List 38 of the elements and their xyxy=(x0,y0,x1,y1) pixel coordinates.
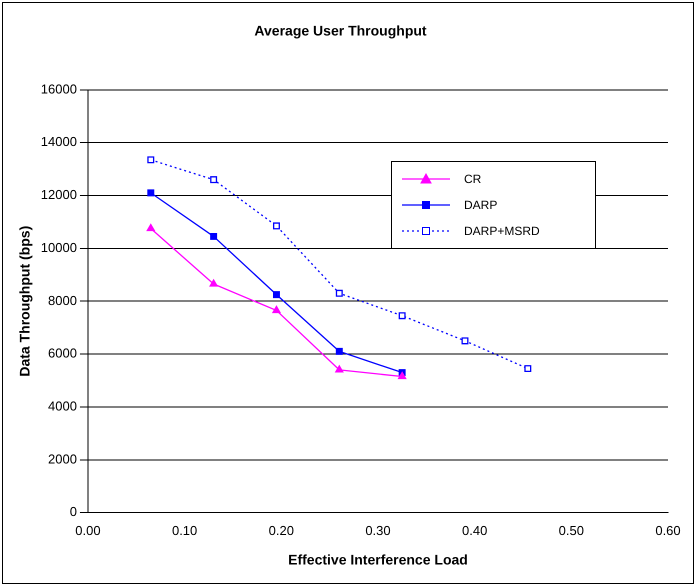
y-axis-title: Data Throughput (bps) xyxy=(16,226,32,377)
x-tick-label: 0.40 xyxy=(462,522,488,538)
point xyxy=(147,156,154,164)
x-tick-label: 0.30 xyxy=(365,522,391,538)
x-tick-label: 0.10 xyxy=(172,522,198,538)
point xyxy=(398,312,406,320)
point xyxy=(210,232,218,240)
point xyxy=(524,365,532,372)
point xyxy=(398,372,406,380)
chart-title: Average User Throughput xyxy=(254,22,427,38)
point xyxy=(335,365,344,373)
point xyxy=(336,348,343,355)
x-axis-title: Effective Interference Load xyxy=(288,551,468,568)
x-tick-label: 0.00 xyxy=(75,522,101,538)
point xyxy=(210,176,218,184)
point xyxy=(462,337,468,344)
legend-label: DARP+MSRD xyxy=(464,224,540,238)
point xyxy=(147,189,154,196)
point xyxy=(336,290,343,297)
y-tick-label: 16000 xyxy=(40,81,77,96)
y-tick-label: 8000 xyxy=(48,292,77,308)
legend-label: CR xyxy=(464,172,482,186)
x-tick-label: 0.20 xyxy=(268,522,294,538)
y-tick-label: 0 xyxy=(70,504,77,520)
point xyxy=(210,279,218,287)
point xyxy=(146,224,155,232)
point xyxy=(272,306,281,314)
point xyxy=(272,222,280,230)
x-tick-label: 0.60 xyxy=(655,522,681,538)
y-tick-label: 14000 xyxy=(40,134,77,150)
y-tick-label: 10000 xyxy=(40,240,77,255)
y-tick-label: 2000 xyxy=(48,451,77,466)
y-tick-label: 4000 xyxy=(48,398,77,414)
x-tick-label: 0.50 xyxy=(558,522,584,538)
point xyxy=(272,291,280,298)
legend-label: DARP xyxy=(464,198,498,212)
y-tick-label: 6000 xyxy=(48,346,77,361)
y-tick-label: 12000 xyxy=(40,187,77,202)
